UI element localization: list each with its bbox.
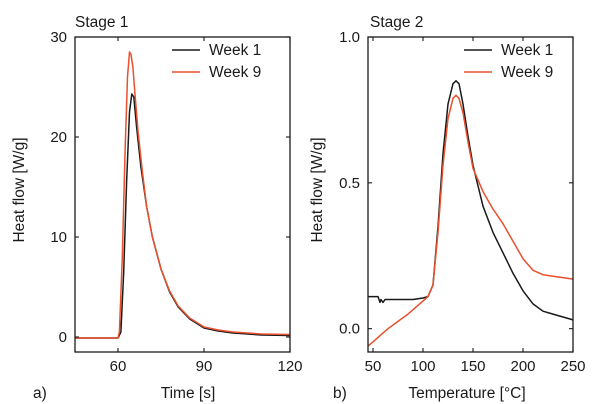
panel-b-plot-area: 50 100 150 200 250 0.0 0.5 1.0 Week 1 Week 9 [339,29,585,375]
panel-b-title: Stage 2 [370,14,423,31]
panel-a-x-tick-label: 60 [110,358,127,375]
panel-b-legend-label: Week 1 [501,42,553,59]
panel-b-y-tick-label: 1.0 [339,29,360,46]
panel-b-axes-frame [367,36,574,353]
panel-b: Stage 2 Heat flow [W/g] Temperature [°C]… [309,14,586,402]
panel-a-y-tick-label: 20 [50,129,67,146]
panel-b-series-line-2 [367,94,574,347]
panel-a-series-line-1 [75,93,291,339]
panel-a-label: a) [33,385,47,402]
panel-a-x-tick-label: 90 [196,358,213,375]
panel-b-legend-label: Week 9 [501,64,553,81]
panel-a-legend-label: Week 1 [209,42,261,59]
panel-b-y-axis-label: Heat flow [W/g] [309,137,326,242]
panel-a: Stage 1 Heat flow [W/g] Time [s] a) 60 90… [11,14,303,402]
panel-b-y-tick-label: 0.5 [339,175,360,192]
panel-b-x-tick-label: 150 [460,358,485,375]
panel-b-label: b) [333,385,347,402]
panel-a-y-tick-label: 10 [50,229,67,246]
panel-b-x-tick-label: 250 [560,358,585,375]
panel-a-y-tick-label: 0 [59,329,67,346]
panel-b-y-tick-label: 0.0 [339,321,360,338]
panel-a-x-tick-label: 120 [277,358,302,375]
panel-a-axes-frame [74,36,291,353]
panel-b-x-tick-label: 200 [510,358,535,375]
panel-a-plot-area: 60 90 120 0 10 20 30 Week 1 Week 9 [50,29,302,375]
panel-b-x-axis-label: Temperature [°C] [408,385,525,402]
panel-a-legend-label: Week 9 [209,64,261,81]
panel-b-x-tick-label: 100 [410,358,435,375]
panel-a-y-axis-label: Heat flow [W/g] [11,137,28,242]
panel-b-x-tick-label: 50 [365,358,382,375]
panel-a-x-axis-label: Time [s] [161,385,216,402]
panel-a-title: Stage 1 [75,14,128,31]
panel-a-y-tick-label: 30 [50,29,67,46]
panel-b-series-line-1 [368,80,574,321]
panel-a-series-line-2 [75,51,291,339]
